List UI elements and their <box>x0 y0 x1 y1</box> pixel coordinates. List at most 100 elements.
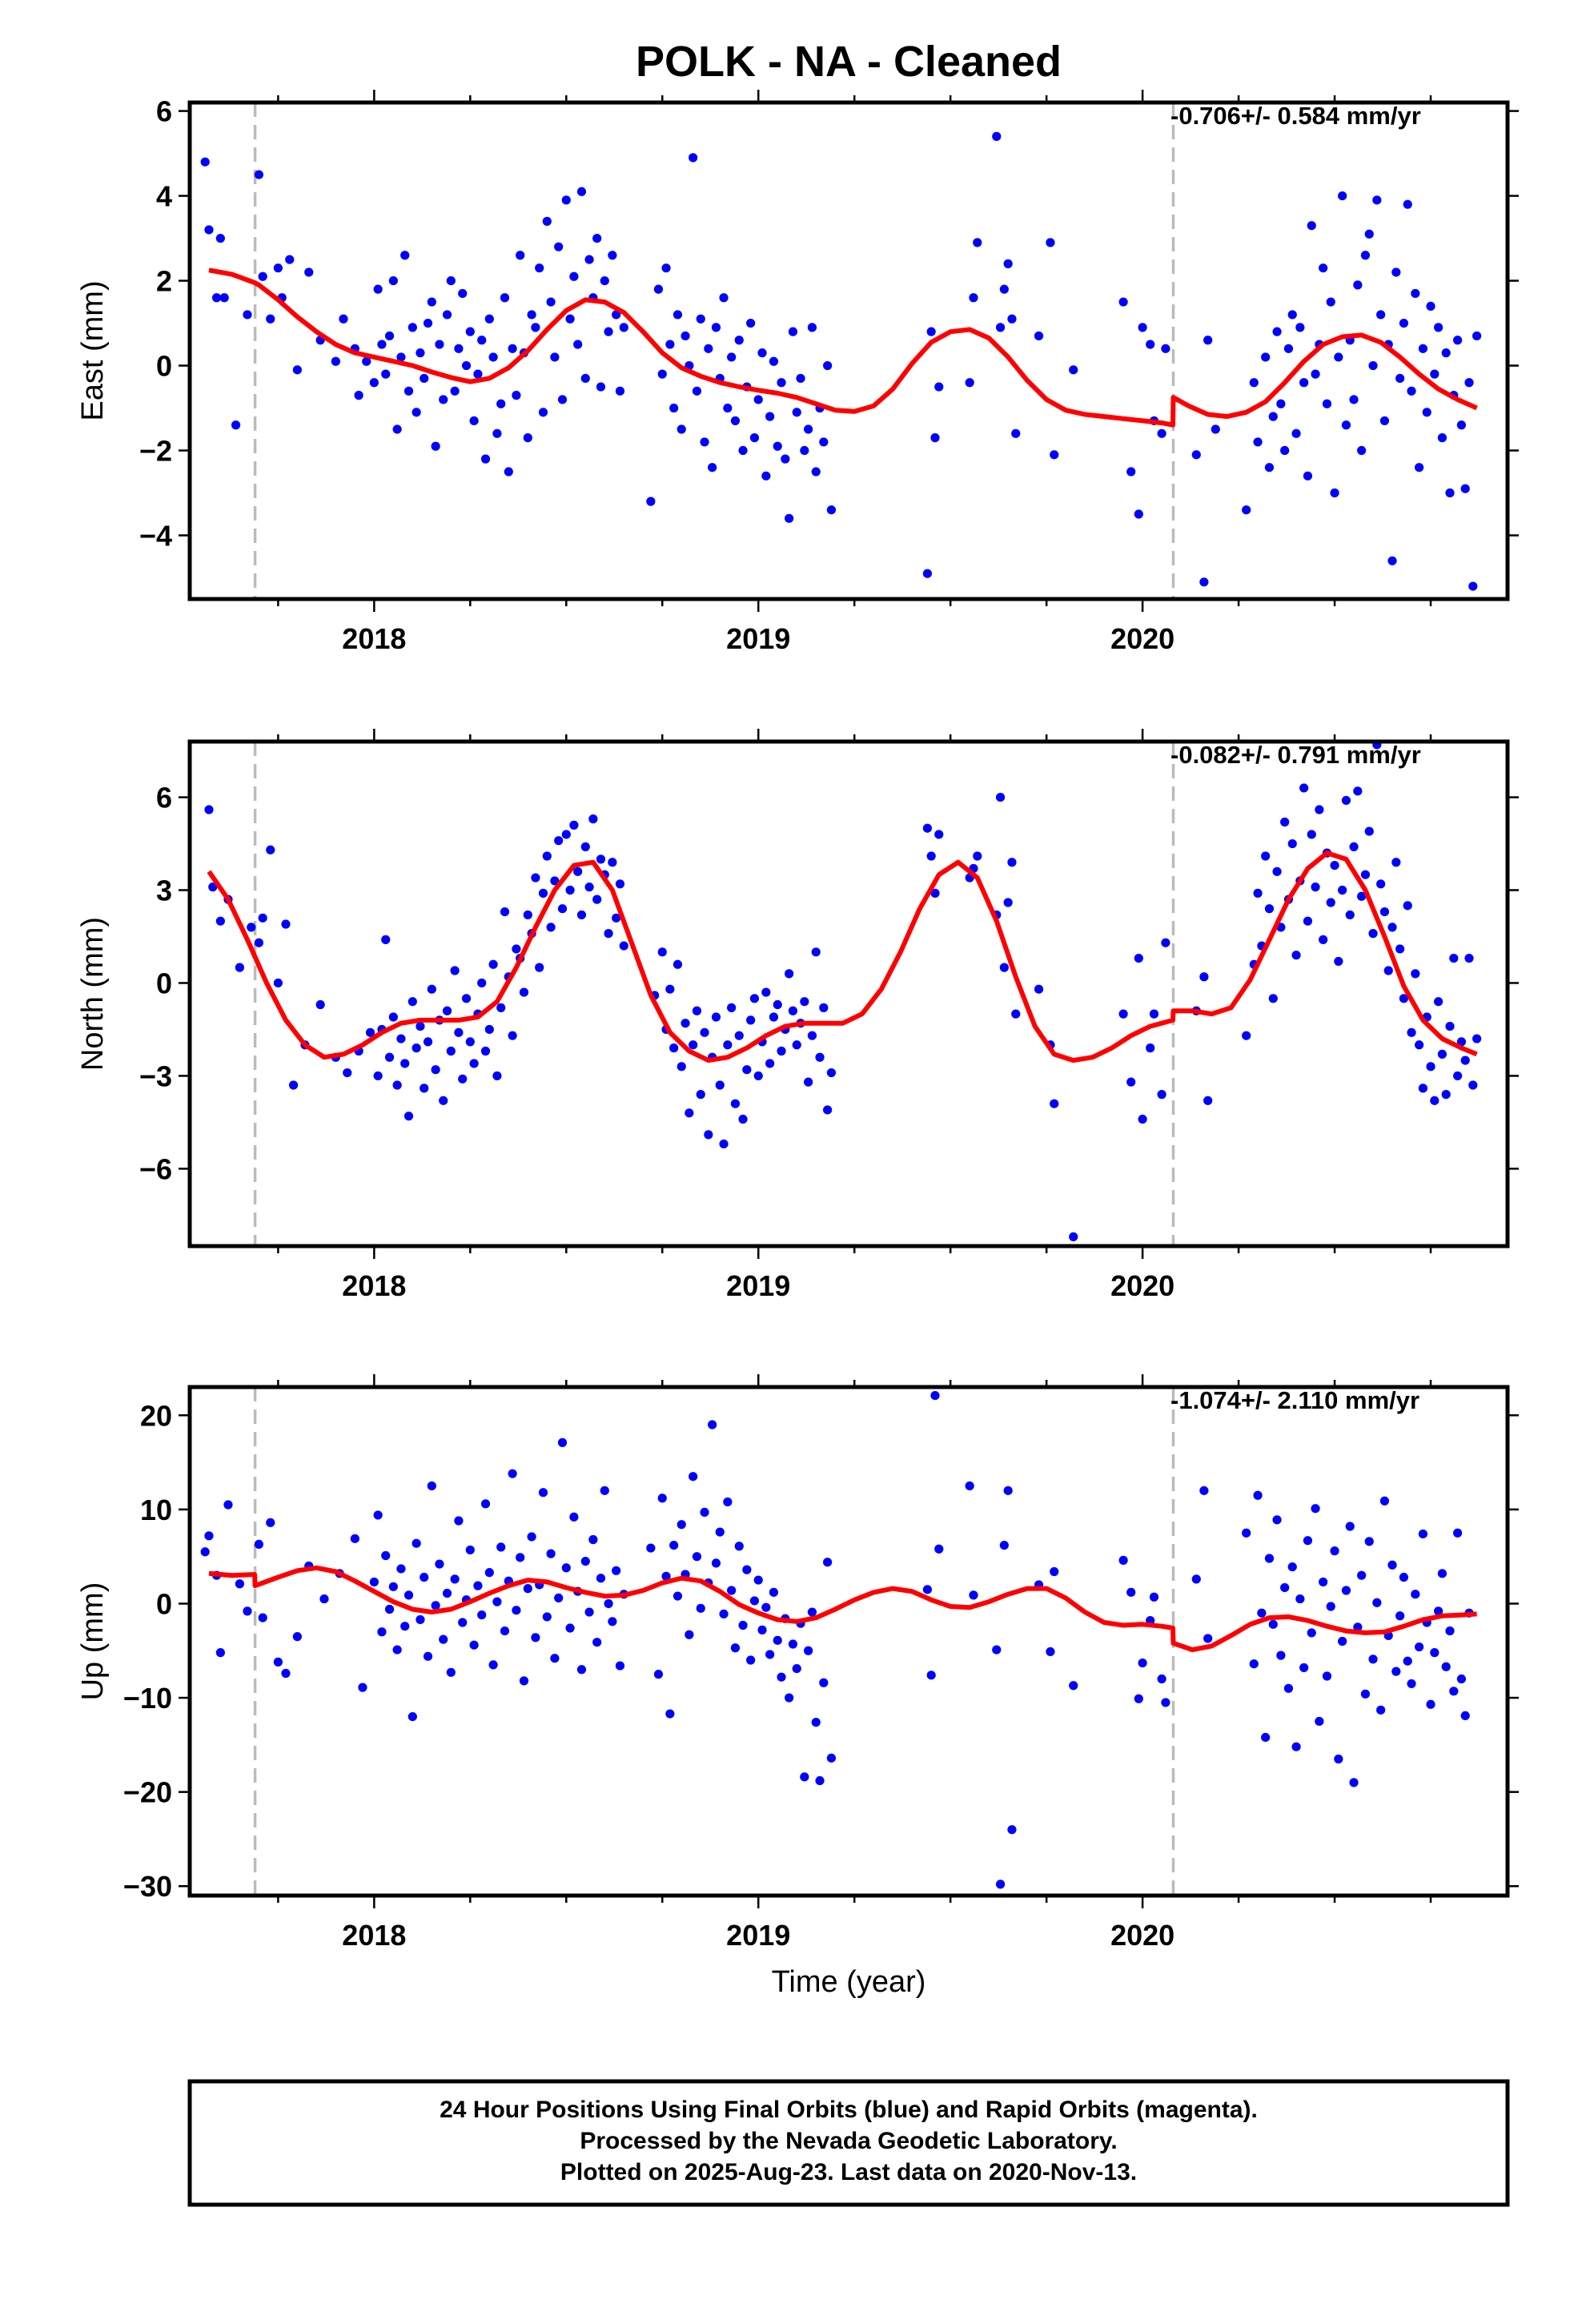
up-data-point <box>1341 1586 1351 1595</box>
up-data-point <box>734 1542 744 1551</box>
up-plot-area <box>200 1387 1477 1896</box>
up-data-point <box>1372 1598 1382 1607</box>
north-data-point <box>554 836 564 846</box>
north-data-point <box>254 938 263 947</box>
east-model-curve <box>208 267 1478 428</box>
up-data-point <box>1069 1681 1078 1691</box>
up-data-point <box>1280 1582 1290 1593</box>
east-data-point <box>442 310 452 320</box>
up-data-point <box>592 1638 602 1647</box>
east-data-point <box>1011 428 1021 438</box>
east-data-point <box>1368 360 1378 371</box>
up-data-point <box>1134 1694 1143 1703</box>
east-data-point <box>427 297 436 307</box>
east-data-point <box>823 360 833 371</box>
north-y-tick-label: 6 <box>156 782 172 814</box>
north-data-point <box>1360 870 1371 879</box>
up-data-point <box>715 1527 725 1537</box>
footer-frame <box>187 2079 1510 2207</box>
up-data-point <box>1283 1683 1294 1693</box>
north-data-point <box>1453 1071 1463 1081</box>
north-x-tick-label: 2018 <box>342 1269 406 1302</box>
up-data-point <box>350 1534 359 1543</box>
up-data-point <box>281 1668 291 1679</box>
north-data-point <box>496 1003 506 1012</box>
north-data-point <box>565 885 575 895</box>
north-data-point <box>1434 997 1443 1007</box>
north-data-point <box>1345 910 1355 920</box>
up-data-point <box>823 1558 833 1567</box>
north-data-point <box>685 1108 694 1118</box>
up-data-point <box>738 1620 748 1630</box>
up-data-point <box>1434 1606 1443 1616</box>
east-data-point <box>1303 471 1313 480</box>
up-data-point <box>1203 1634 1213 1643</box>
east-y-tick-label: −4 <box>139 520 172 553</box>
north-data-point <box>1161 938 1170 947</box>
east-data-point <box>730 416 741 426</box>
east-data-point <box>1268 412 1278 421</box>
north-data-point <box>823 1105 833 1115</box>
up-data-point <box>1426 1699 1435 1709</box>
north-data-point <box>1311 883 1320 892</box>
east-data-point <box>769 356 779 366</box>
east-data-point <box>561 195 571 205</box>
up-data-point <box>420 1572 429 1582</box>
north-data-point <box>922 823 932 833</box>
north-data-point <box>665 984 675 994</box>
east-data-point <box>285 255 295 264</box>
up-data-point <box>723 1497 733 1507</box>
east-data-point <box>1322 399 1332 408</box>
east-data-point <box>711 323 721 332</box>
up-data-point <box>653 1670 664 1679</box>
east-data-point <box>785 513 794 523</box>
up-data-point <box>819 1678 829 1687</box>
north-data-point <box>1319 935 1328 944</box>
up-data-point <box>1379 1496 1390 1506</box>
north-data-point <box>1034 984 1044 994</box>
north-data-point <box>1445 1021 1455 1031</box>
up-data-point <box>596 1574 606 1583</box>
up-data-point <box>519 1676 529 1686</box>
east-data-point <box>331 356 340 366</box>
north-data-point <box>381 935 391 944</box>
north-data-point <box>1387 923 1397 932</box>
north-data-point <box>580 842 590 852</box>
east-data-point <box>1264 463 1275 472</box>
east-data-point <box>934 382 944 392</box>
up-data-point <box>742 1565 752 1574</box>
north-data-point <box>1460 1055 1470 1065</box>
up-data-point <box>1395 1611 1405 1621</box>
east-data-point <box>1191 450 1201 460</box>
east-data-point <box>408 323 417 332</box>
north-data-point <box>1199 972 1209 982</box>
north-data-point <box>1403 901 1412 911</box>
north-data-point <box>704 1130 713 1140</box>
footer-line-1: 24 Hour Positions Using Final Orbits (bl… <box>440 2097 1258 2123</box>
up-data-point <box>531 1633 540 1642</box>
north-data-point <box>215 916 225 926</box>
up-data-point <box>454 1516 464 1526</box>
east-data-point <box>388 275 398 286</box>
east-data-point <box>531 323 540 332</box>
east-data-point <box>708 463 717 472</box>
up-data-point <box>412 1538 421 1548</box>
up-data-point <box>1449 1687 1459 1696</box>
north-data-point <box>1353 786 1363 796</box>
north-data-point <box>742 1065 752 1075</box>
up-data-point <box>200 1547 210 1557</box>
north-data-point <box>815 1052 825 1062</box>
north-data-point <box>1253 888 1263 898</box>
up-data-point <box>815 1775 825 1786</box>
east-data-point <box>1341 420 1351 430</box>
east-data-point <box>496 399 506 408</box>
up-data-point <box>1330 1546 1339 1556</box>
north-data-point <box>788 1006 798 1015</box>
east-data-point <box>689 153 698 163</box>
up-data-point <box>1326 1602 1335 1611</box>
north-data-point <box>934 830 944 839</box>
east-data-point <box>454 344 464 353</box>
up-data-point <box>1249 1659 1259 1669</box>
north-data-point <box>765 1059 775 1068</box>
north-data-point <box>669 1043 679 1053</box>
